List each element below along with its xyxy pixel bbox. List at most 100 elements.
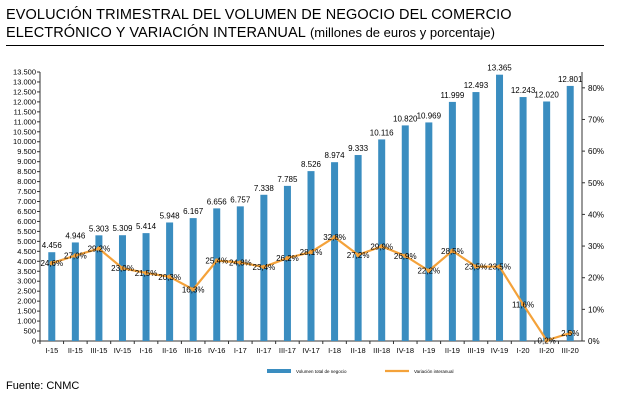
- left-axis-tick-label: 2.500: [17, 287, 36, 296]
- bar: [213, 208, 221, 341]
- left-axis-tick-label: 7.000: [17, 197, 36, 206]
- line-point: [403, 253, 408, 259]
- line-point: [379, 244, 384, 249]
- bar-value-label: 9.333: [348, 144, 369, 153]
- line-point: [96, 246, 102, 251]
- bar: [378, 139, 386, 341]
- bar: [236, 206, 244, 341]
- left-axis-tick-label: 7.500: [17, 187, 36, 196]
- line-point: [544, 338, 549, 343]
- x-axis-tick-label: I-18: [328, 346, 341, 355]
- line-point: [285, 255, 290, 261]
- bar: [566, 85, 574, 341]
- left-axis-tick-label: 3.500: [17, 267, 36, 276]
- bar: [166, 222, 174, 341]
- left-axis-tick-label: 5.000: [17, 237, 36, 246]
- bar-value-label: 11.999: [440, 91, 464, 100]
- line-value-label: 23,4%: [253, 263, 276, 272]
- bar: [331, 162, 339, 341]
- bar-value-label: 12.493: [464, 81, 489, 90]
- left-axis-tick-label: 3.000: [17, 277, 36, 286]
- line-value-label: 27,0%: [64, 252, 87, 261]
- bar-value-label: 12.243: [511, 86, 536, 95]
- left-axis-tick-label: 0: [32, 337, 36, 346]
- line-value-label: 32,8%: [323, 233, 346, 242]
- x-axis-tick-label: IV-16: [208, 346, 226, 355]
- x-axis-tick-label: III-17: [279, 346, 296, 355]
- bar: [71, 242, 79, 341]
- x-axis-tick-label: I-17: [234, 346, 247, 355]
- line-point: [214, 258, 219, 263]
- bar: [189, 218, 197, 341]
- x-axis-tick-label: IV-18: [397, 346, 415, 355]
- x-axis-tick-label: I-16: [140, 346, 153, 355]
- right-axis-tick-label: 60%: [588, 147, 604, 156]
- bar-value-label: 8.526: [301, 160, 322, 169]
- right-axis-tick-label: 10%: [588, 305, 604, 314]
- right-axis-tick-label: 0%: [588, 337, 600, 346]
- right-axis-tick-label: 20%: [588, 274, 604, 283]
- x-axis-tick-label: II-20: [539, 346, 554, 355]
- x-axis-tick-label: III-15: [90, 346, 107, 355]
- line-point: [167, 274, 172, 279]
- left-axis-tick-label: 1.500: [17, 307, 36, 316]
- left-axis-tick-label: 12.000: [13, 97, 36, 106]
- left-axis-tick-label: 5.500: [17, 227, 36, 236]
- left-axis-tick-label: 8.000: [17, 177, 36, 186]
- line-point: [450, 248, 455, 254]
- left-axis-tick-label: 12.500: [13, 87, 36, 96]
- right-axis-tick-label: 80%: [588, 84, 604, 93]
- line-point: [473, 264, 479, 269]
- x-axis-tick-label: II-18: [351, 346, 366, 355]
- bar-value-label: 8.974: [325, 151, 346, 160]
- bar-value-label: 13.365: [487, 64, 512, 73]
- line-value-label: 11,6%: [512, 300, 534, 309]
- bar-value-label: 4.456: [42, 241, 63, 250]
- bar: [142, 233, 150, 341]
- left-axis-tick-label: 13.500: [13, 68, 36, 77]
- line-point: [120, 266, 125, 271]
- bar-value-label: 5.309: [112, 224, 133, 233]
- line-point: [143, 270, 149, 276]
- bar-value-label: 5.948: [160, 211, 181, 220]
- bar-value-label: 10.820: [393, 114, 418, 123]
- bar: [283, 185, 291, 341]
- x-axis-tick-label: III-18: [373, 346, 390, 355]
- left-axis-tick-label: 4.500: [17, 247, 36, 256]
- line-point: [73, 253, 78, 258]
- bar: [496, 74, 504, 341]
- left-axis-tick-label: 10.500: [13, 127, 36, 136]
- chart-title-sub: (millones de euros y porcentaje): [309, 25, 495, 40]
- bar: [543, 101, 551, 341]
- line-value-label: 23,0%: [111, 264, 134, 273]
- x-axis-tick-label: I-19: [422, 346, 435, 355]
- line-value-label: 26,9%: [394, 252, 417, 261]
- right-axis-tick-label: 50%: [588, 179, 604, 188]
- left-axis-tick-label: 11.000: [14, 117, 36, 126]
- left-axis-tick-label: 13.000: [13, 77, 36, 86]
- bar-value-label: 7.785: [277, 175, 298, 184]
- right-axis-tick-label: 40%: [588, 210, 604, 219]
- line-point: [238, 260, 243, 265]
- legend-swatch-volumen: [267, 369, 291, 373]
- x-axis-tick-label: I-15: [45, 346, 58, 355]
- bar: [354, 155, 362, 341]
- bar: [401, 125, 409, 341]
- line-point: [568, 330, 573, 336]
- bar-value-label: 6.167: [183, 207, 204, 216]
- bar: [118, 235, 126, 341]
- line-point: [520, 302, 526, 307]
- bar: [95, 235, 103, 341]
- line-value-label: 21,5%: [135, 269, 158, 278]
- line-value-label: 24,8%: [229, 259, 252, 268]
- left-axis-tick-label: 10.000: [13, 137, 36, 146]
- left-axis-tick-label: 4.000: [17, 257, 36, 266]
- bar: [307, 171, 315, 341]
- line-point: [49, 260, 54, 266]
- left-axis-tick-label: 1.000: [17, 317, 36, 326]
- left-axis-tick-label: 9.000: [17, 157, 36, 166]
- line-value-label: 29,2%: [88, 245, 111, 254]
- bar: [448, 101, 456, 341]
- line-value-label: 23,5%: [465, 263, 488, 272]
